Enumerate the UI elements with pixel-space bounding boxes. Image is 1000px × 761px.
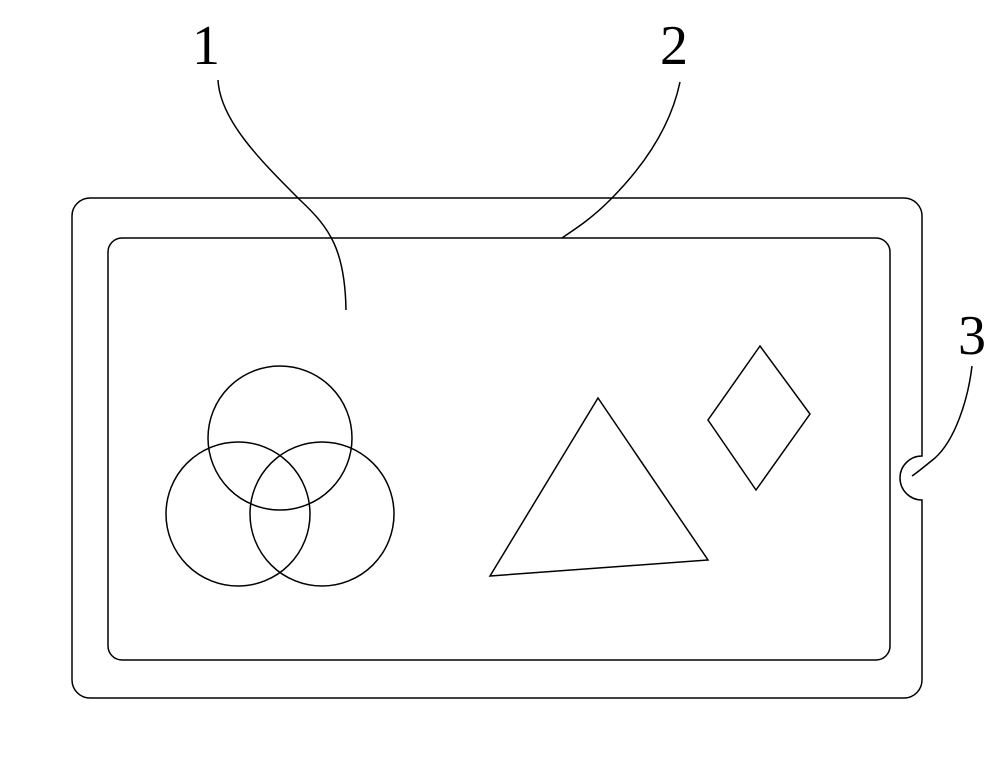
circle-right [250,442,394,586]
diagram-canvas: 1 2 3 [0,0,1000,756]
triangle-shape [490,398,708,576]
callout-label-3: 3 [958,304,986,368]
callout-label-1: 1 [192,14,220,78]
diagram-svg [0,0,1000,756]
circle-left [166,442,310,586]
circle-top [208,366,352,510]
leader-curve-2 [562,82,680,238]
outer-frame [72,198,922,698]
diamond-shape [708,346,810,490]
inner-frame [108,238,890,660]
leader-curve-1 [218,80,346,310]
leader-curve-3 [912,366,972,476]
callout-label-2: 2 [660,14,688,78]
